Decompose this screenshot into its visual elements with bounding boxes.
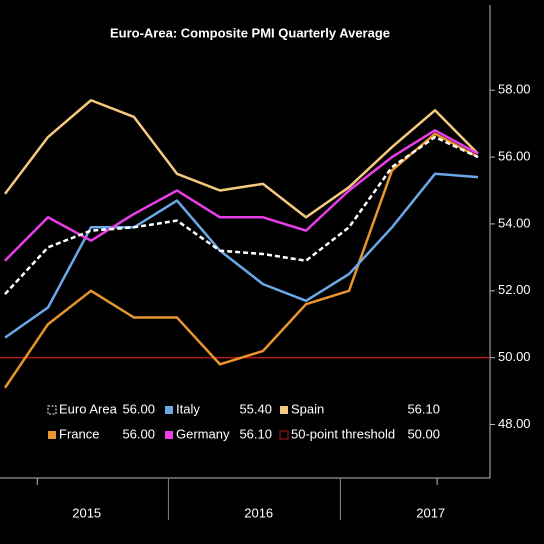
legend-label: Italy — [176, 401, 200, 416]
legend-box — [40, 398, 450, 448]
legend-label: France — [59, 426, 99, 441]
plot — [0, 99, 490, 389]
legend-value: 56.00 — [122, 401, 155, 416]
y-tick-label: 50.00 — [498, 349, 531, 364]
legend-swatch — [279, 430, 289, 440]
legend-label: 50-point threshold — [291, 426, 395, 441]
y-tick-label: 58.00 — [498, 82, 531, 97]
legend-swatch — [48, 431, 56, 439]
legend-label: Euro Area — [59, 401, 118, 416]
legend-label: Spain — [291, 401, 324, 416]
series-line — [4, 135, 479, 295]
legend-swatch — [165, 431, 173, 439]
legend-swatch — [280, 406, 288, 414]
legend-swatch — [47, 405, 57, 415]
legend-value: 56.10 — [239, 426, 272, 441]
legend: Euro Area 56.00 Italy 55.40 Spain 56.10 France… — [47, 401, 440, 441]
y-tick-label: 54.00 — [498, 215, 531, 230]
year-label: 2015 — [72, 505, 101, 520]
chart-title: Euro-Area: Composite PMI Quarterly Avera… — [110, 25, 390, 40]
legend-value: 56.10 — [407, 401, 440, 416]
year-label: 2016 — [244, 505, 273, 520]
legend-swatch — [165, 406, 173, 414]
series-line — [3, 132, 479, 389]
series-line — [4, 99, 479, 219]
y-tick-label: 56.00 — [498, 149, 531, 164]
year-label: 2017 — [416, 505, 445, 520]
legend-value: 50.00 — [407, 426, 440, 441]
legend-value: 55.40 — [239, 401, 272, 416]
y-tick-label: 52.00 — [498, 282, 531, 297]
y-tick-label: 48.00 — [498, 416, 531, 431]
legend-label: Germany — [176, 426, 230, 441]
series-line — [4, 172, 479, 339]
legend-value: 56.00 — [122, 426, 155, 441]
series-line — [4, 129, 479, 262]
